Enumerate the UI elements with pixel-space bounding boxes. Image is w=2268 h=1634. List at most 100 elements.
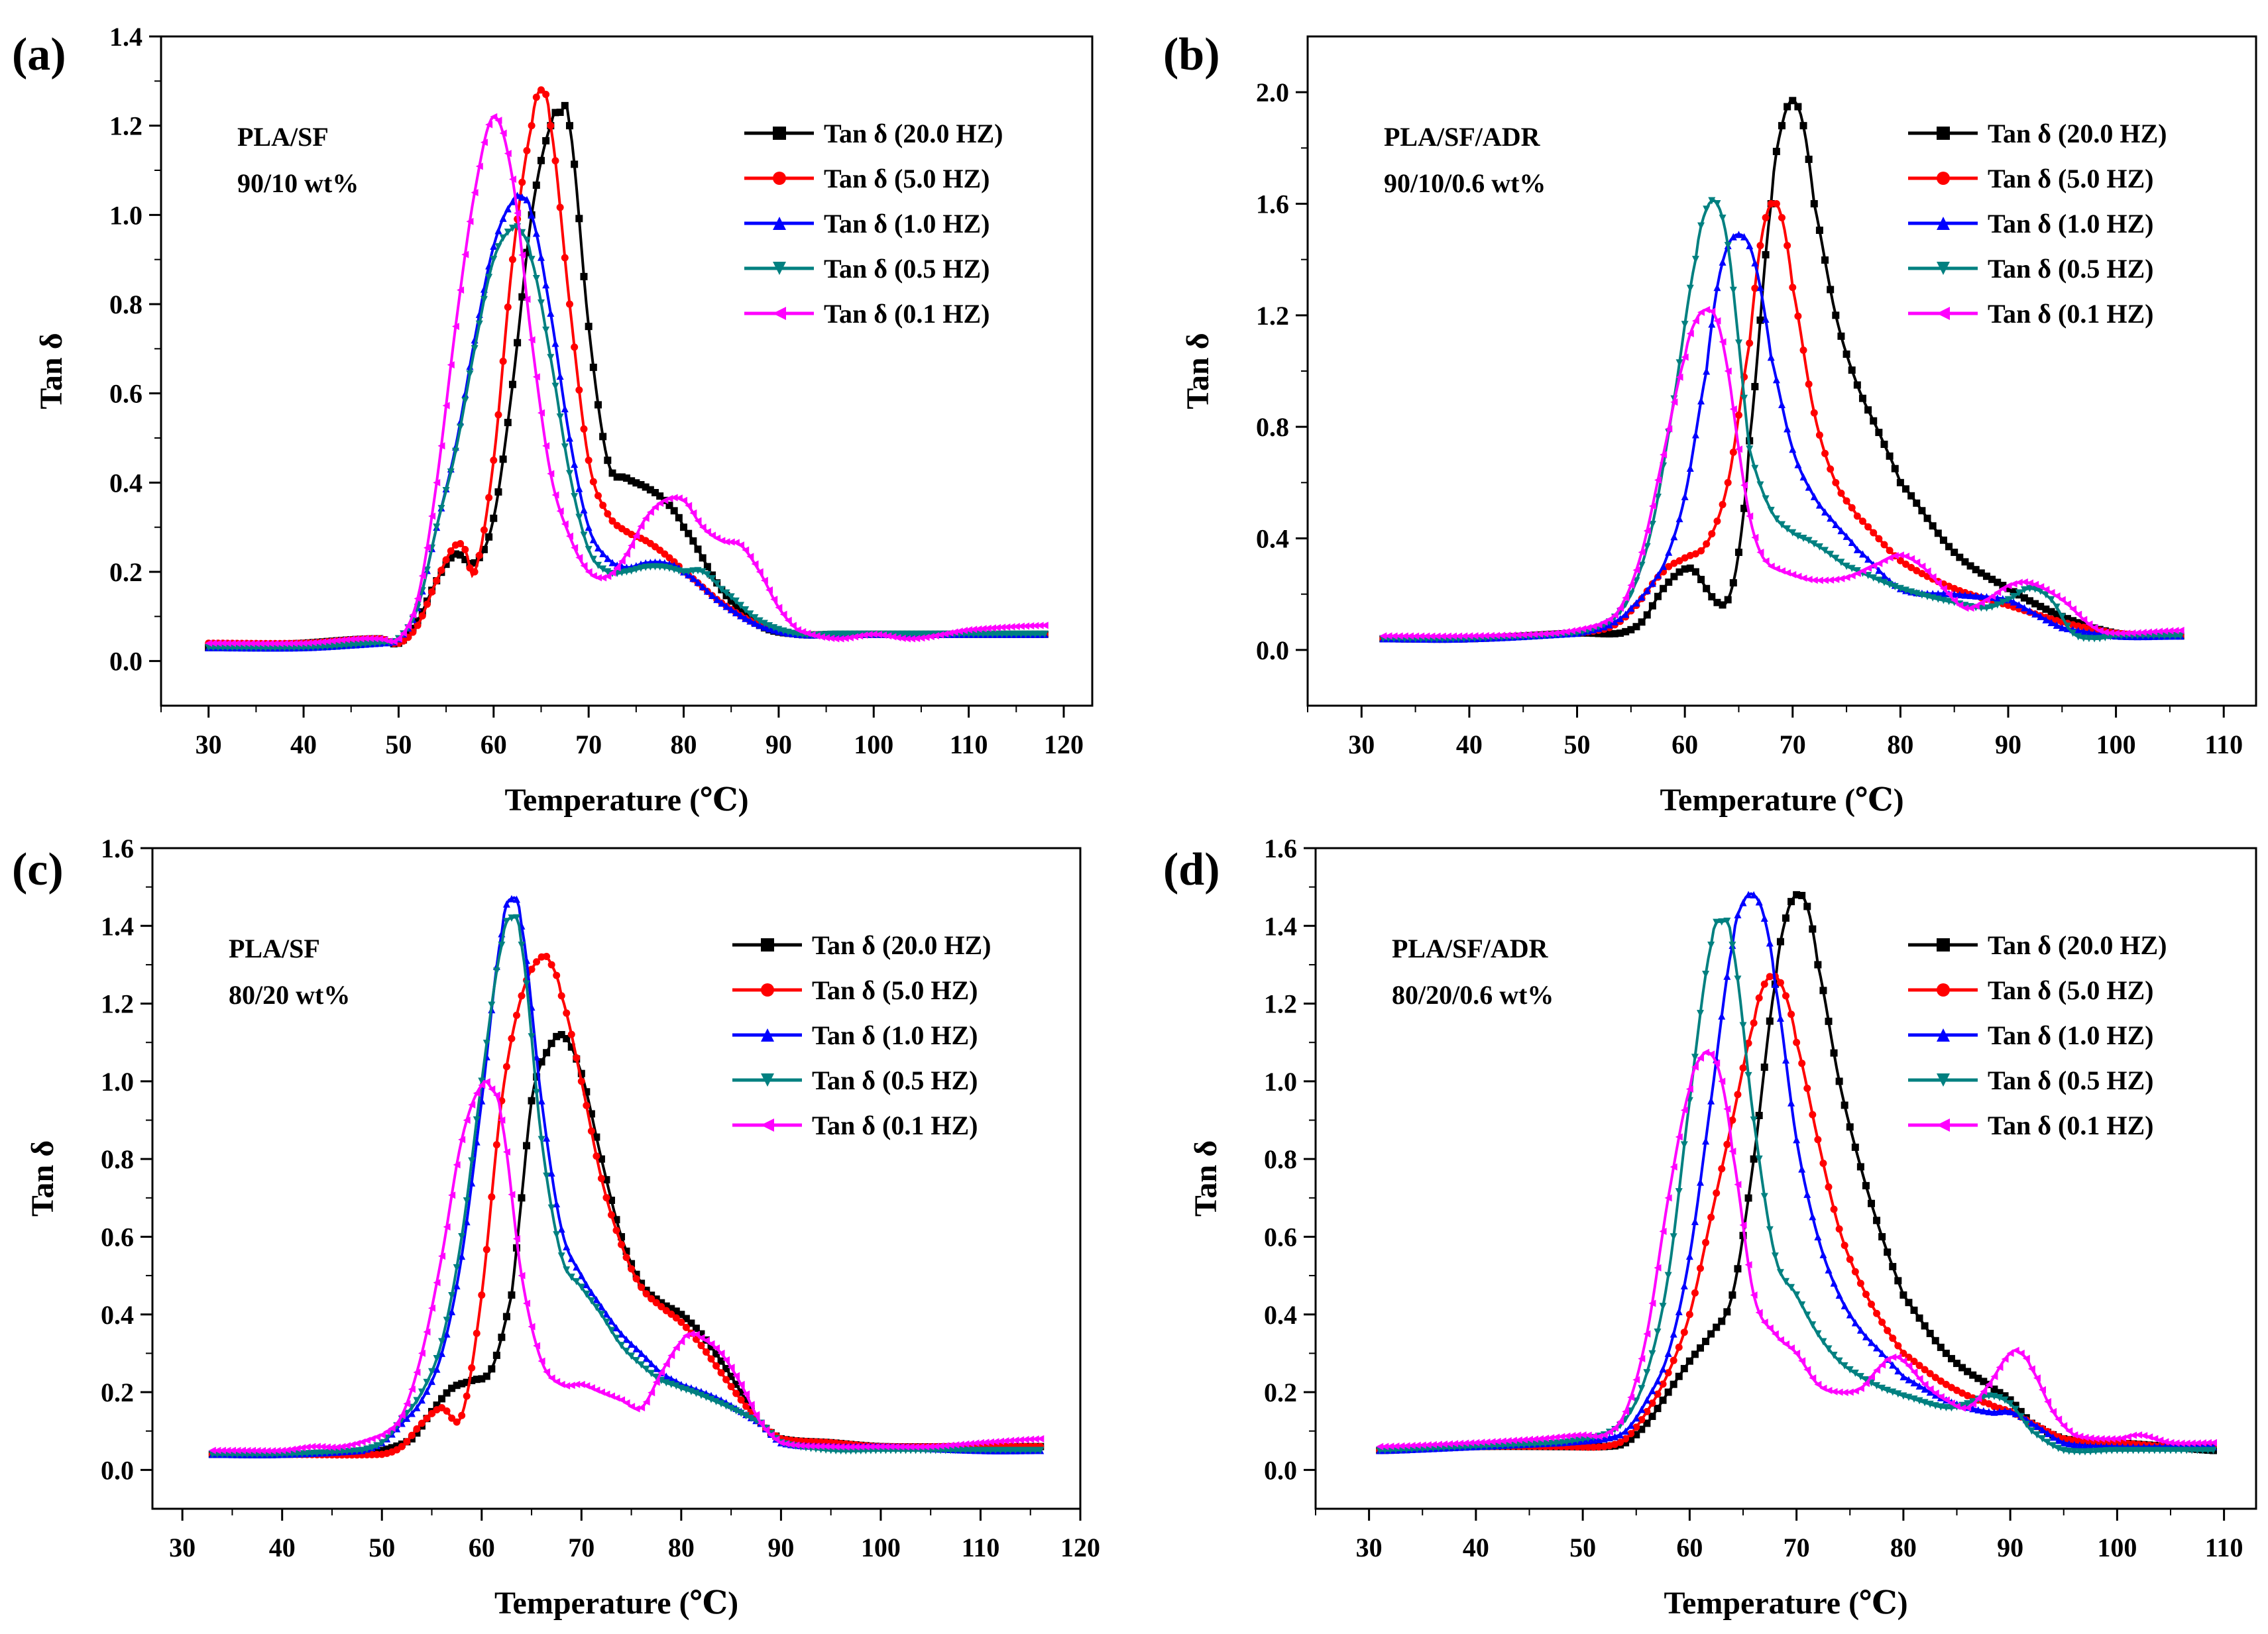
data-marker (1723, 972, 1731, 980)
data-marker (1702, 1337, 1710, 1345)
data-marker (2053, 610, 2061, 618)
data-marker (2161, 1446, 2169, 1454)
data-marker (2053, 603, 2061, 611)
data-marker (1961, 604, 1969, 612)
data-marker (1994, 601, 2002, 609)
data-marker (587, 1288, 595, 1296)
data-marker (607, 1211, 615, 1219)
data-marker (1787, 1344, 1795, 1352)
data-marker (565, 532, 573, 540)
data-marker (457, 423, 465, 431)
data-marker (628, 567, 636, 575)
data-marker (2039, 1435, 2046, 1443)
data-marker (648, 1370, 655, 1378)
data-marker (1827, 465, 1835, 473)
data-marker (1755, 1309, 1763, 1317)
data-marker (314, 638, 322, 646)
data-marker (1798, 1301, 1806, 1309)
x-tick-label: 120 (1044, 730, 1084, 759)
data-marker (1939, 584, 1947, 592)
data-marker (1778, 567, 1786, 575)
data-marker (1794, 461, 1802, 468)
data-marker (2129, 1431, 2137, 1439)
data-marker (677, 1318, 685, 1326)
data-marker (1703, 367, 1711, 375)
data-marker (2020, 578, 2028, 586)
data-marker (638, 1349, 646, 1357)
data-marker (707, 1395, 715, 1403)
data-marker (746, 553, 754, 561)
data-marker (347, 635, 355, 643)
data-marker (1579, 1431, 1587, 1439)
data-marker (1803, 902, 1811, 910)
data-marker (1990, 1372, 1998, 1380)
data-marker (219, 639, 227, 647)
data-marker (471, 189, 479, 197)
data-marker (1691, 550, 1699, 558)
data-marker (468, 1157, 476, 1165)
data-marker (1012, 623, 1020, 631)
data-marker (249, 1446, 256, 1454)
data-marker (1835, 1291, 1843, 1299)
data-marker (602, 1175, 610, 1183)
data-marker (556, 203, 564, 211)
data-marker (1899, 1392, 1907, 1400)
data-marker (993, 630, 1001, 638)
data-marker (1760, 914, 1768, 922)
data-marker (1793, 1038, 1801, 1046)
data-marker (1648, 520, 1656, 528)
data-marker (1835, 1357, 1843, 1365)
data-marker (632, 566, 640, 574)
data-marker (451, 447, 459, 455)
data-marker (1862, 1290, 1870, 1298)
data-marker (353, 1439, 361, 1447)
data-marker (1027, 1446, 1035, 1454)
data-marker (2012, 1401, 2019, 1409)
data-marker (1977, 599, 1985, 607)
data-marker (2070, 1437, 2078, 1444)
data-marker (2049, 1442, 2057, 1450)
data-marker (1664, 1194, 1672, 1202)
data-marker (932, 1443, 940, 1450)
data-marker (583, 1281, 591, 1289)
data-marker (1931, 1402, 1939, 1410)
data-marker (1648, 1399, 1656, 1407)
data-marker (461, 397, 469, 405)
data-marker (1782, 992, 1789, 1000)
data-marker (2004, 582, 2012, 590)
data-marker (697, 1330, 705, 1338)
data-marker (966, 1440, 974, 1448)
data-marker (1654, 1405, 1662, 1413)
data-marker (2006, 1400, 2014, 1408)
data-marker (1536, 630, 1544, 638)
data-marker (862, 1443, 870, 1450)
data-marker (2102, 1435, 2110, 1443)
data-marker (1848, 538, 1856, 546)
data-marker (253, 1446, 261, 1454)
data-marker (1504, 1437, 1512, 1444)
data-marker (205, 639, 213, 647)
data-marker (667, 1305, 675, 1313)
legend-marker (773, 262, 786, 275)
x-tick-label: 80 (668, 1533, 695, 1562)
data-marker (1926, 1388, 1934, 1396)
data-marker (1830, 1352, 1838, 1360)
data-marker (543, 1049, 551, 1057)
data-marker (792, 1441, 800, 1449)
data-marker (551, 157, 559, 165)
data-marker (1526, 1435, 1533, 1443)
data-marker (1756, 549, 1764, 557)
data-marker (1643, 611, 1651, 619)
data-marker (1713, 284, 1721, 292)
data-marker (413, 1425, 421, 1433)
data-marker (498, 1117, 506, 1124)
data-marker (2092, 1447, 2100, 1455)
data-marker (328, 1448, 336, 1456)
data-marker (393, 1419, 401, 1427)
data-marker (689, 574, 697, 582)
data-marker (271, 639, 279, 647)
data-marker (414, 594, 422, 602)
data-marker (1017, 630, 1025, 638)
data-marker (508, 197, 516, 205)
data-marker (252, 639, 260, 647)
